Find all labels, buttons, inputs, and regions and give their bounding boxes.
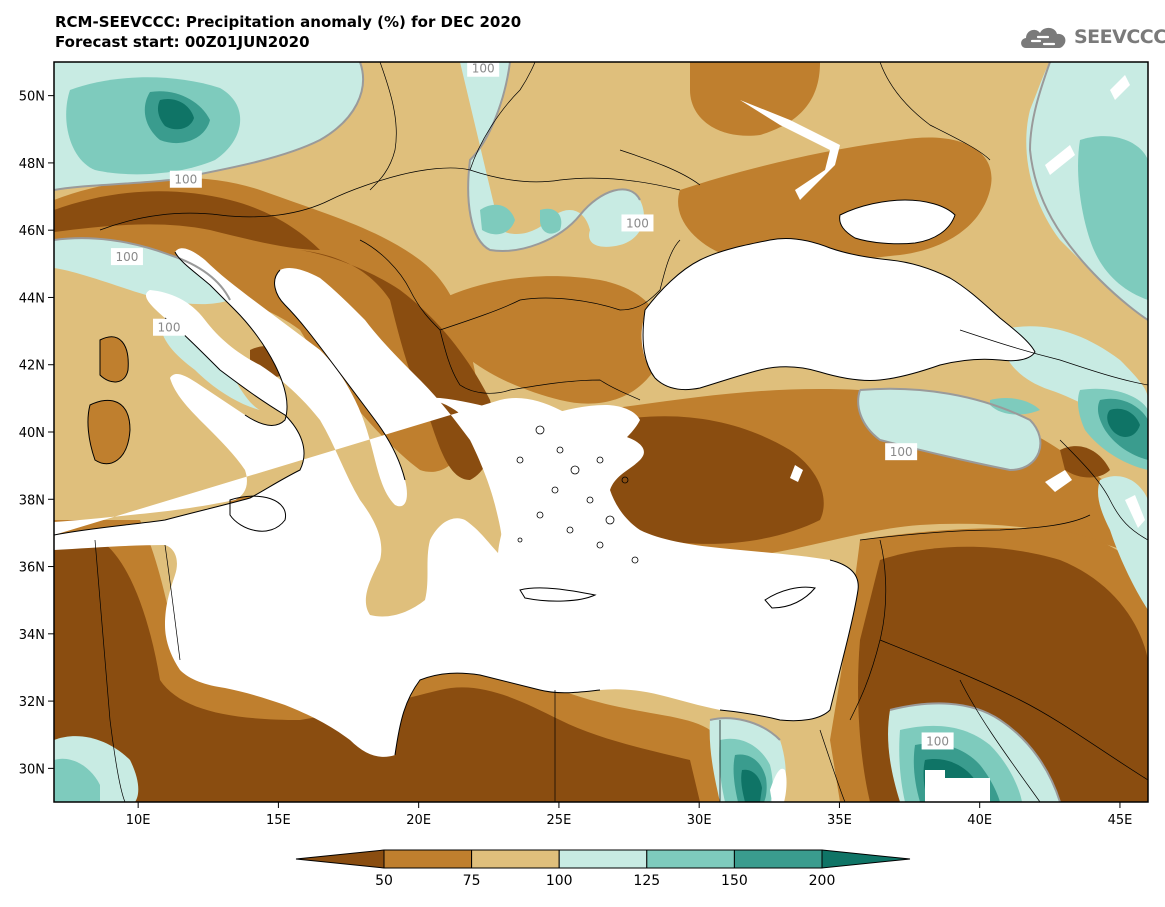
contour-label: 100 <box>158 321 181 335</box>
legend-label: 50 <box>375 873 393 889</box>
lat-tick-label: 42N <box>19 359 45 374</box>
legend-bin <box>646 849 735 869</box>
cloud-icon <box>1021 27 1066 48</box>
legend-label: 200 <box>809 873 836 889</box>
contour-label: 100 <box>472 62 495 76</box>
lat-tick-label: 46N <box>19 224 45 239</box>
longitude-axis: 10E 15E 20E 25E 30E 35E 40E 45E <box>126 802 1133 828</box>
mediterranean-sea <box>54 248 859 757</box>
contour-label: 100 <box>115 250 138 264</box>
legend-label: 75 <box>463 873 481 889</box>
black-sea <box>641 238 1035 390</box>
lat-tick-label: 40N <box>19 426 45 441</box>
lat-tick-label: 32N <box>19 695 45 710</box>
legend-bin <box>733 849 823 869</box>
contour-label: 100 <box>890 445 913 459</box>
inland-patch-5 <box>740 100 840 200</box>
contour-label-bg <box>467 62 500 77</box>
legend-label: 125 <box>633 873 660 889</box>
contour-label-bg <box>621 214 654 232</box>
lat-tick-label: 34N <box>19 628 45 643</box>
contour-label: 100 <box>174 173 197 187</box>
lat-tick-label: 36N <box>19 561 45 576</box>
legend-bin <box>383 849 473 869</box>
lat-tick-label: 50N <box>19 90 45 105</box>
contour-label-bg <box>921 732 954 750</box>
inland-patch-3 <box>1125 495 1145 528</box>
aegean-ionian-sea <box>400 397 646 604</box>
contour-lines <box>54 62 1148 802</box>
sea-of-azov <box>839 200 955 244</box>
lat-tick-label: 48N <box>19 157 45 172</box>
legend-bin <box>471 849 560 869</box>
legend-label: 100 <box>546 873 573 889</box>
map-title: RCM-SEEVCCC: Precipitation anomaly (%) f… <box>55 12 521 52</box>
legend-label: 150 <box>721 873 748 889</box>
contour-label: 100 <box>926 734 949 748</box>
lon-tick-label: 10E <box>126 813 151 828</box>
lon-tick-label: 40E <box>967 813 992 828</box>
lon-tick-label: 15E <box>266 813 291 828</box>
contour-labels: 100 100 100 100 100 100 100 <box>110 62 954 750</box>
map-field: 100 100 100 100 100 100 100 <box>54 62 1148 802</box>
logo-text: SEEVCCC <box>1074 26 1165 48</box>
sea-mask <box>54 75 1145 802</box>
lat-tick-label: 44N <box>19 291 45 306</box>
country-borders <box>94 62 1148 802</box>
lon-tick-label: 45E <box>1108 813 1133 828</box>
lon-tick-label: 20E <box>406 813 431 828</box>
lon-tick-label: 35E <box>827 813 852 828</box>
legend-colorbar: 50 75 100 125 150 200 <box>295 849 911 889</box>
inland-patch-6 <box>1110 75 1130 100</box>
lon-tick-label: 30E <box>687 813 712 828</box>
coastlines <box>54 199 1036 756</box>
legend-bin-gt200 <box>821 849 911 869</box>
latitude-axis: 30N 32N 34N 36N 38N 40N 42N 44N 46N 48N 50N <box>19 90 54 777</box>
inland-patch-2 <box>1045 470 1072 492</box>
contour-label: 100 <box>626 216 649 230</box>
lon-tick-label: 25E <box>547 813 572 828</box>
legend-bin <box>558 849 648 869</box>
inland-patch-1 <box>790 465 803 482</box>
lat-tick-label: 38N <box>19 493 45 508</box>
contour-label-bg <box>885 443 918 461</box>
seevccc-logo: SEEVCCC <box>1018 22 1165 52</box>
title-line-1: RCM-SEEVCCC: Precipitation anomaly (%) f… <box>55 13 522 31</box>
red-sea-gulf <box>770 768 787 802</box>
contour-label-bg <box>110 248 143 266</box>
inland-patch-7 <box>1045 145 1075 175</box>
contour-label-bg <box>153 318 186 336</box>
lat-tick-label: 30N <box>19 762 45 777</box>
title-line-2: Forecast start: 00Z01JUN2020 <box>55 33 310 51</box>
legend-bin-lt50 <box>295 849 385 869</box>
contour-label-bg <box>169 170 202 188</box>
inland-patch-4 <box>925 770 990 802</box>
aegean-islands <box>516 425 639 564</box>
